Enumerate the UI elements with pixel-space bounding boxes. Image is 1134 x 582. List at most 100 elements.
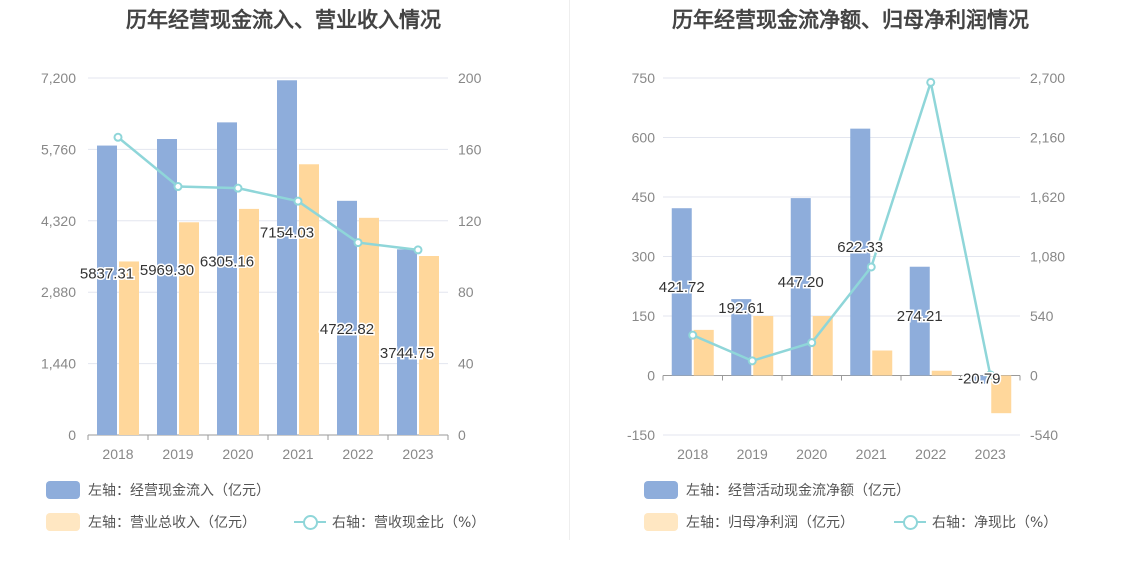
bar-data-label: 421.72 [659,279,705,296]
bar-secondary [359,217,379,435]
left-axis-tick-label: 300 [632,249,656,265]
bar-primary [671,208,692,376]
bar-primary [969,375,990,384]
legend-item-revenue[interactable]: 左轴：营业总收入（亿元） [46,512,256,532]
bar-secondary [179,222,199,435]
left-chart-panel: 历年经营现金流入、营业收入情况 0 1,440 2,880 4,320 5,760 7,2… [41,8,485,532]
bar-data-label: 6305.16 [200,254,254,271]
bar-secondary [299,164,319,435]
legend-item-ratio[interactable]: 右轴：营收现金比（%） [294,512,485,532]
bar-data-label: 4722.82 [320,321,374,338]
line-point [113,132,123,142]
x-axis-tick-label: 2020 [222,446,253,462]
panel-divider [569,0,570,540]
bar-data-label: -20.79 [958,371,1001,388]
left-axis-tick-label: 1,440 [41,356,76,372]
legend-item-net-profit[interactable]: 左轴：归母净利润（亿元） [644,512,854,532]
legend-label: 左轴：归母净利润（亿元） [686,515,854,531]
left-axis-tick-label: 0 [68,427,76,443]
net-cashflow-chart: -150 0 150 300 450 600 750 -540 0 540 1,080 1,620 2,… [627,70,1065,462]
legend-swatch-bar-orange [644,513,678,531]
right-axis-tick-label: 540 [1030,308,1054,324]
legend-item-inflow[interactable]: 左轴：经营现金流入（亿元） [46,480,270,500]
bar-primary [277,80,297,435]
bar-secondary [239,208,259,435]
line-point [413,245,423,255]
bar-secondary [872,350,893,376]
line-point [293,196,303,206]
bar-secondary [931,370,952,376]
line-point [688,330,698,340]
left-axis-tick-label: 450 [632,189,656,205]
x-axis-tick-label: 2020 [796,446,827,462]
right-axis-tick-label: 200 [458,70,482,86]
ratio-line [117,136,419,252]
x-axis-tick-label: 2019 [737,446,768,462]
legend-label: 右轴：净现比（%） [932,515,1058,531]
bar-primary [157,139,177,435]
right-axis-tick-label: 2,160 [1030,130,1065,146]
chart-title: 历年经营现金流净额、归母净利润情况 [672,8,1029,32]
bar-primary [97,145,117,435]
legend-item-net-cash-ratio[interactable]: 右轴：净现比（%） [894,512,1057,532]
x-axis-tick-label: 2021 [856,446,887,462]
left-axis-tick-label: 0 [647,368,655,384]
legend-label: 右轴：营收现金比（%） [332,515,486,531]
line-point [866,262,876,272]
bar-primary [397,249,417,435]
legend-swatch-bar-blue [644,481,678,499]
line-point [353,238,363,248]
left-axis-tick-label: 5,760 [41,141,76,157]
legend-swatch-bar-blue [46,481,80,499]
right-axis-tick-label: 1,620 [1030,189,1065,205]
left-axis-tick-label: -150 [627,427,655,443]
x-axis-tick-label: 2021 [282,446,313,462]
x-axis-tick-label: 2022 [915,446,946,462]
bar-primary [790,198,811,376]
right-axis-tick-label: -540 [1030,427,1058,443]
bar-data-label: 622.33 [837,239,883,256]
bar-data-label: 274.21 [897,308,943,325]
legend-item-net-cashflow[interactable]: 左轴：经营活动现金流净额（亿元） [644,480,910,500]
left-axis-tick-label: 7,200 [41,70,76,86]
bar-data-label: 7154.03 [260,225,314,242]
right-chart-panel: 历年经营现金流净额、归母净利润情况 -150 0 150 300 450 600 750 -5… [567,0,1134,582]
ratio-line [692,77,992,376]
left-axis-tick-label: 750 [632,70,656,86]
bar-data-label: 5969.30 [140,262,194,279]
x-axis-tick-label: 2022 [342,446,373,462]
bar-primary [217,122,237,436]
x-axis-tick-label: 2018 [102,446,133,462]
right-axis-tick-label: 80 [458,284,474,300]
bar-primary [337,200,357,435]
bar-primary [731,299,752,376]
bar-data-label: 192.61 [718,300,764,317]
right-axis-tick-label: 1,080 [1030,249,1065,265]
bar-data-label: 5837.31 [80,265,134,282]
bar-primary [850,128,871,376]
left-axis-tick-label: 150 [632,308,656,324]
bar-secondary [119,261,139,435]
chart-title: 历年经营现金流入、营业收入情况 [126,8,441,32]
line-point [985,370,995,380]
left-axis-tick-label: 2,880 [41,284,76,300]
line-point [807,338,817,348]
right-axis-tick-label: 0 [1030,368,1038,384]
line-point [233,183,243,193]
x-axis-tick-label: 2023 [975,446,1006,462]
x-axis-tick-label: 2019 [162,446,193,462]
left-axis-tick-label: 600 [632,130,656,146]
x-axis-tick-label: 2023 [402,446,433,462]
line-point [173,182,183,192]
legend-line-marker-icon [894,513,926,531]
right-axis-tick-label: 160 [458,141,482,157]
x-axis-tick-label: 2018 [677,446,708,462]
right-axis-tick-label: 0 [458,427,466,443]
bar-data-label: 447.20 [778,274,824,291]
legend-line-marker-icon [294,513,326,531]
bar-primary [909,266,930,376]
bar-secondary [812,316,833,376]
cashflow-inflow-chart: 0 1,440 2,880 4,320 5,760 7,200 0 40 80 120 160 200… [41,70,482,462]
line-point [747,356,757,366]
bar-secondary [991,375,1012,414]
